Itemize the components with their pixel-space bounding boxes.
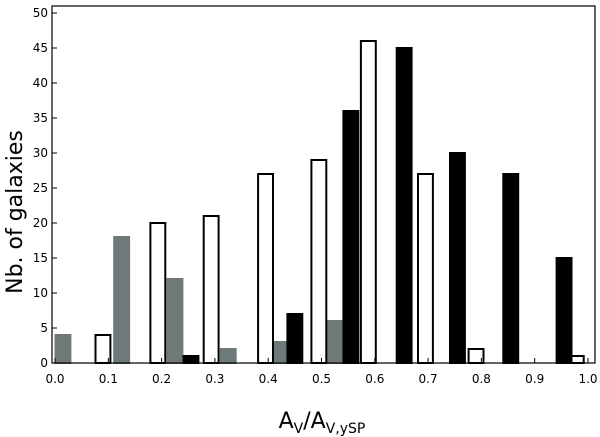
plot-frame <box>51 5 596 364</box>
bar-s3-2 <box>286 313 304 364</box>
y-tick-label: 20 <box>33 216 48 230</box>
y-tick-label: 35 <box>33 111 48 125</box>
y-tick-label: 15 <box>33 251 48 265</box>
bar-s3-1 <box>182 355 200 364</box>
bar-s3-4 <box>395 47 413 364</box>
x-tick-label: 0.6 <box>365 372 384 386</box>
y-tick-label: 0 <box>40 356 48 370</box>
bar-s2-2 <box>149 222 167 364</box>
bar-s2-4 <box>257 173 275 364</box>
bar-s3-5 <box>449 152 466 364</box>
bar-s2-3 <box>202 215 220 364</box>
x-tick-label: 0.3 <box>205 372 224 386</box>
x-tick-label: 0.7 <box>419 372 438 386</box>
bar-s1-3 <box>166 278 184 364</box>
bar-s2-7 <box>417 173 434 364</box>
x-tick-label: 0.4 <box>259 372 278 386</box>
y-axis-ticks: 0 5 10 15 20 25 30 35 40 45 50 <box>33 6 57 370</box>
bars-layer <box>54 40 585 364</box>
bar-s1-1 <box>54 334 72 364</box>
y-tick-label: 5 <box>40 321 48 335</box>
bar-s1-2 <box>113 236 131 364</box>
bar-s2-6 <box>359 40 377 364</box>
bar-s2-5 <box>310 159 328 364</box>
y-tick-label: 30 <box>33 146 48 160</box>
y-axis-title: Nb. of galaxies <box>3 130 28 294</box>
x-tick-label: 1.0 <box>578 372 597 386</box>
x-tick-label: 0.1 <box>99 372 118 386</box>
x-axis-title: AV/AV,ySP <box>279 409 366 437</box>
x-tick-label: 0.0 <box>45 372 64 386</box>
x-tick-label: 0.5 <box>312 372 331 386</box>
y-tick-label: 45 <box>33 41 48 55</box>
bar-s3-7 <box>555 257 573 364</box>
y-tick-label: 40 <box>33 76 48 90</box>
bar-s1-6 <box>326 320 344 364</box>
y-tick-label: 10 <box>33 286 48 300</box>
x-tick-label: 0.8 <box>472 372 491 386</box>
x-tick-label: 0.9 <box>525 372 544 386</box>
bar-s1-4 <box>219 348 237 364</box>
bar-s3-6 <box>502 173 520 364</box>
y-tick-label: 25 <box>33 181 48 195</box>
x-tick-label: 0.2 <box>152 372 171 386</box>
x-axis-ticks: 0.0 0.1 0.2 0.3 0.4 0.5 0.6 0.7 0.8 0.9 1.0 <box>45 358 598 386</box>
bar-s3-3 <box>342 110 360 364</box>
y-tick-label: 50 <box>33 6 48 20</box>
